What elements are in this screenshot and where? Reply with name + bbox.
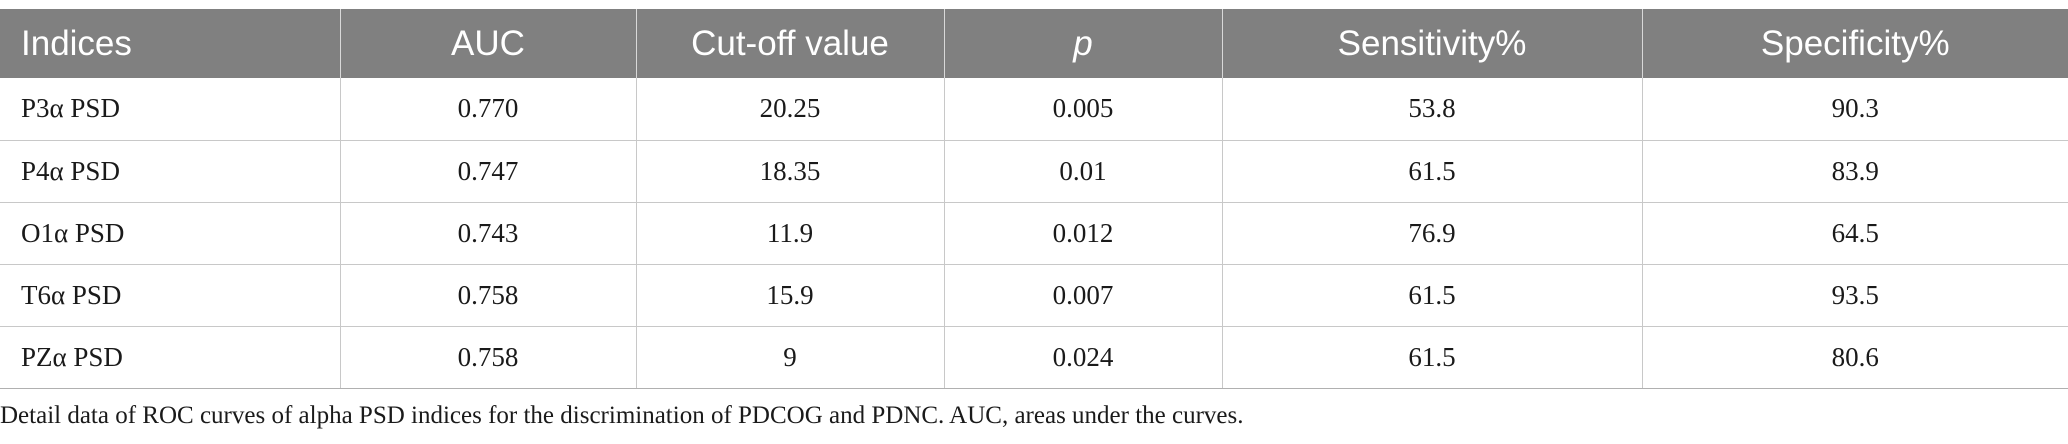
cell-specificity: 93.5 [1642, 264, 2068, 327]
cell-auc: 0.758 [340, 326, 637, 389]
cell-sensitivity: 76.9 [1222, 202, 1643, 265]
header-sensitivity: Sensitivity% [1222, 9, 1643, 78]
roc-data-table: Indices AUC Cut-off value p Sensitivity%… [0, 9, 2068, 389]
cell-p: 0.005 [944, 78, 1223, 141]
cell-cutoff: 11.9 [636, 202, 945, 265]
cell-cutoff: 9 [636, 326, 945, 389]
table-row: P4α PSD 0.747 18.35 0.01 61.5 83.9 [0, 140, 2068, 203]
cell-p: 0.012 [944, 202, 1223, 265]
cell-cutoff: 18.35 [636, 140, 945, 203]
header-auc: AUC [340, 9, 637, 78]
table-caption: Detail data of ROC curves of alpha PSD i… [0, 402, 1244, 429]
cell-index: P3α PSD [0, 78, 341, 141]
cell-p: 0.01 [944, 140, 1223, 203]
header-specificity: Specificity% [1760, 23, 1950, 63]
cell-sensitivity: 53.8 [1222, 78, 1643, 141]
cell-specificity: 90.3 [1642, 78, 2068, 141]
cell-auc: 0.747 [340, 140, 637, 203]
cell-auc: 0.758 [340, 264, 637, 327]
cell-sensitivity: 61.5 [1222, 140, 1643, 203]
cell-index: T6α PSD [0, 264, 341, 327]
header-indices: Indices [0, 9, 341, 78]
table-row: O1α PSD 0.743 11.9 0.012 76.9 64.5 [0, 202, 2068, 265]
cell-sensitivity: 61.5 [1222, 264, 1643, 327]
table-row: T6α PSD 0.758 15.9 0.007 61.5 93.5 [0, 264, 2068, 327]
cell-sensitivity: 61.5 [1222, 326, 1643, 389]
cell-auc: 0.743 [340, 202, 637, 265]
data-table-container: Indices AUC Cut-off value p Sensitivity%… [0, 9, 2068, 389]
cell-specificity: 64.5 [1642, 202, 2068, 265]
cell-cutoff: 20.25 [636, 78, 945, 141]
cell-index: PZα PSD [0, 326, 341, 389]
cell-p: 0.024 [944, 326, 1223, 389]
table-header-row: Indices AUC Cut-off value p Sensitivity%… [0, 9, 2068, 78]
cell-specificity: 83.9 [1642, 140, 2068, 203]
header-cutoff: Cut-off value [636, 9, 945, 78]
header-p: p [944, 9, 1223, 78]
cell-index: O1α PSD [0, 202, 341, 265]
cell-cutoff: 15.9 [636, 264, 945, 327]
cell-specificity: 80.6 [1642, 326, 2068, 389]
cell-p: 0.007 [944, 264, 1223, 327]
cell-index: P4α PSD [0, 140, 341, 203]
cell-auc: 0.770 [340, 78, 637, 141]
table-row: P3α PSD 0.770 20.25 0.005 53.8 90.3 [0, 78, 2068, 141]
table-row: PZα PSD 0.758 9 0.024 61.5 80.6 [0, 326, 2068, 389]
